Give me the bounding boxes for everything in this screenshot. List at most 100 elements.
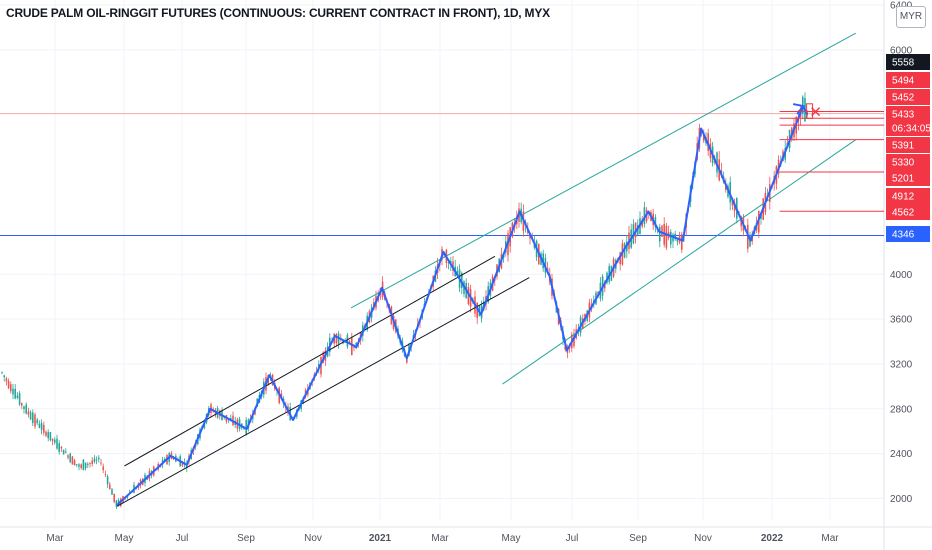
candle-body <box>243 428 245 430</box>
candle-body <box>23 406 25 410</box>
candle-body <box>406 356 408 363</box>
x-tick-label: May <box>502 533 521 544</box>
candle <box>681 231 683 253</box>
candle <box>71 455 74 465</box>
price-label: 4912 <box>886 188 930 204</box>
price-label: 06:34:05 <box>886 120 931 136</box>
candle <box>18 390 21 406</box>
price-label-text: 5201 <box>892 174 915 185</box>
y-tick-label: 2000 <box>890 494 913 505</box>
candle-body <box>665 225 668 248</box>
candle-body <box>87 464 89 465</box>
candle <box>93 455 96 464</box>
y-tick-label: 2400 <box>890 449 913 460</box>
candle <box>10 381 12 394</box>
candle <box>12 383 14 400</box>
price-label-bg <box>886 170 930 186</box>
price-label-text: 5558 <box>892 58 915 69</box>
candle <box>36 417 38 426</box>
candle-body <box>681 234 683 250</box>
candle-body <box>104 473 107 475</box>
y-tick-label: 3600 <box>890 315 913 326</box>
candle-body <box>661 225 663 237</box>
price-label: 4562 <box>886 204 930 220</box>
candle-body <box>73 460 76 466</box>
candle <box>69 452 71 464</box>
currency-button[interactable]: MYR <box>896 6 926 28</box>
candle-body <box>447 262 450 264</box>
candlesticks <box>1 92 808 510</box>
candle-body <box>67 455 69 458</box>
candle <box>84 462 87 471</box>
time-axis[interactable]: Mar May Jul Sep Nov 2021 Mar May Jul Sep Nov 2022 Ma… <box>46 533 839 544</box>
candle <box>95 456 98 465</box>
price-label: 5494 <box>886 72 930 88</box>
price-label-bg <box>886 137 930 153</box>
y-tick-label: 3200 <box>890 359 913 370</box>
candle-body <box>476 302 478 319</box>
candle-body <box>353 347 355 348</box>
candle <box>51 438 54 446</box>
candle-body <box>1 372 3 373</box>
candle-body <box>676 238 679 242</box>
trend-channels <box>116 32 857 507</box>
price-label-text: 4562 <box>892 208 915 219</box>
candle <box>45 430 47 438</box>
candle <box>670 229 672 249</box>
price-label: 5201 <box>886 170 930 186</box>
candle <box>661 224 663 237</box>
candle <box>80 463 82 470</box>
price-label: 5330 <box>886 154 930 170</box>
candle-body <box>29 412 32 420</box>
candle <box>5 376 8 386</box>
candle <box>643 201 646 228</box>
price-label-bg <box>886 89 930 105</box>
candle-body <box>467 287 470 305</box>
candle <box>1 371 3 375</box>
candle <box>3 374 5 382</box>
candle <box>104 470 107 477</box>
candle <box>14 384 16 400</box>
candle-body <box>47 432 49 439</box>
candle-body <box>351 337 353 356</box>
candle <box>659 223 661 248</box>
candle-body <box>5 378 8 382</box>
candle <box>29 410 32 420</box>
candle-body <box>111 489 113 495</box>
candle <box>665 222 668 250</box>
price-label-bg <box>886 54 930 70</box>
candle-body <box>40 423 43 431</box>
price-label: 5433 <box>886 106 930 122</box>
candle <box>40 419 43 435</box>
candle-body <box>643 207 646 225</box>
candle <box>65 448 67 454</box>
candle-body <box>106 476 109 485</box>
candle-body <box>348 341 351 344</box>
candle <box>98 455 100 463</box>
candle <box>91 457 93 467</box>
candle <box>49 431 52 442</box>
candle <box>100 458 102 466</box>
x-tick-label: Nov <box>694 533 712 544</box>
candle-body <box>80 464 82 469</box>
candle <box>346 332 349 349</box>
candle-body <box>14 388 16 399</box>
candle-body <box>65 451 67 453</box>
candle <box>667 225 670 241</box>
candle-body <box>672 234 674 242</box>
candle-body <box>659 226 661 242</box>
x-tick-label: Mar <box>821 533 839 544</box>
candle-body <box>36 419 38 424</box>
candle <box>23 405 25 414</box>
candle-body <box>27 411 30 415</box>
candle <box>337 330 340 349</box>
candle-body <box>346 334 349 347</box>
candle-body <box>18 392 21 405</box>
candle-body <box>335 334 338 344</box>
candle <box>109 482 111 490</box>
price-markers <box>779 103 884 212</box>
x-tick-label: 2021 <box>369 533 392 544</box>
candle-body <box>71 456 74 465</box>
